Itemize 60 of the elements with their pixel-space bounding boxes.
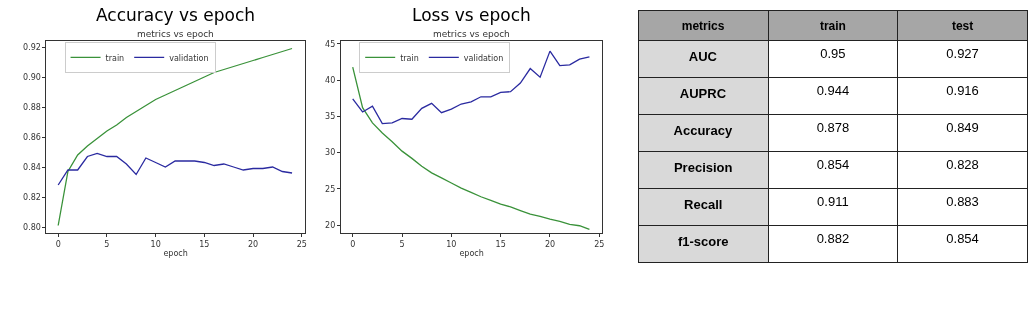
y-tick-label: 40 xyxy=(325,75,336,85)
x-tick-label: 10 xyxy=(150,239,161,249)
text: 0.828 xyxy=(946,157,979,173)
category-label: f1-score xyxy=(677,233,729,249)
x-tick-label: 10 xyxy=(446,239,457,249)
chart-title: Loss vs epoch xyxy=(412,5,531,25)
y-tick-label: 0.84 xyxy=(23,162,41,172)
x-tick-label: 0 xyxy=(55,239,61,249)
category-label: Recall xyxy=(684,196,723,212)
text: 0.927 xyxy=(946,46,979,62)
legend-label: validation xyxy=(169,53,209,63)
text: 0.944 xyxy=(816,83,850,99)
x-axis-title: epoch xyxy=(163,248,188,258)
text: 0.95 xyxy=(820,46,846,62)
text: 0.882 xyxy=(816,231,850,247)
y-tick-label: 30 xyxy=(325,148,336,158)
text: 0.916 xyxy=(946,83,979,99)
line-series xyxy=(352,66,591,231)
line-series xyxy=(352,50,591,125)
y-tick-label: 0.86 xyxy=(23,132,41,142)
y-tick-label: 0.88 xyxy=(23,102,41,112)
line-series xyxy=(57,152,293,186)
legend-label: train xyxy=(105,53,125,63)
x-tick-label: 5 xyxy=(104,239,110,249)
x-tick-label: 15 xyxy=(495,239,506,249)
x-axis-title: epoch xyxy=(459,248,484,258)
y-tick-label: 25 xyxy=(325,184,336,194)
category-label: metrics xyxy=(681,18,725,33)
chart-subtitle: metrics vs epoch xyxy=(433,29,510,39)
x-tick-label: 25 xyxy=(296,239,307,249)
x-tick-label: 5 xyxy=(399,239,405,249)
legend-label: validation xyxy=(463,53,504,63)
y-tick-label: 0.82 xyxy=(23,192,41,202)
y-tick-label: 0.90 xyxy=(23,72,41,82)
x-tick-label: 20 xyxy=(247,239,259,249)
y-tick-label: 45 xyxy=(325,39,336,49)
text: 0.878 xyxy=(816,120,850,136)
x-tick-label: 15 xyxy=(199,239,210,249)
x-tick-label: 25 xyxy=(594,239,605,249)
category-label: AUPRC xyxy=(679,85,727,101)
category-label: AUC xyxy=(688,48,718,64)
line-series xyxy=(57,47,293,227)
text: 0.849 xyxy=(946,120,979,136)
y-tick-label: 35 xyxy=(325,112,336,122)
category-label: test xyxy=(951,18,974,33)
text: 0.854 xyxy=(816,157,850,173)
text: 0.883 xyxy=(946,194,979,210)
chart-title: Accuracy vs epoch xyxy=(96,5,256,25)
text: 0.911 xyxy=(817,194,849,210)
category-label: Accuracy xyxy=(673,122,733,138)
x-tick-label: 20 xyxy=(544,239,556,249)
category-label: Precision xyxy=(673,159,733,175)
chart-subtitle: metrics vs epoch xyxy=(137,29,214,39)
y-tick-label: 0.92 xyxy=(23,42,41,52)
y-tick-label: 20 xyxy=(325,220,336,230)
category-label: train xyxy=(819,18,846,33)
legend-label: train xyxy=(400,53,419,63)
x-tick-label: 0 xyxy=(350,239,356,249)
text: 0.854 xyxy=(946,231,979,247)
y-tick-label: 0.80 xyxy=(23,222,41,232)
